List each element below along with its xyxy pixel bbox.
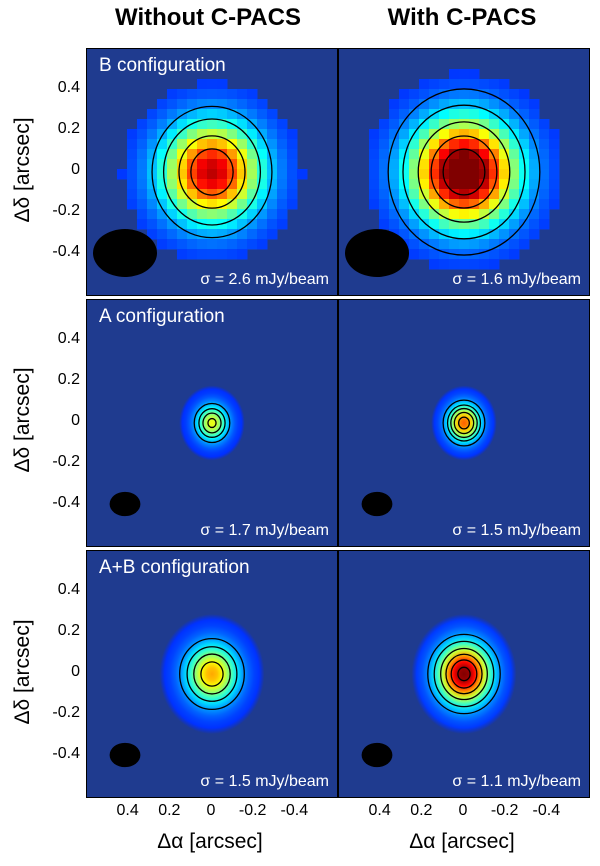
y-tick-label: 0.4	[57, 581, 80, 598]
column-title-without-cpacs: Without C-PACS	[115, 4, 301, 31]
contour-line	[453, 411, 475, 435]
panel-r2-c2: σ = 1.5 mJy/beam	[338, 299, 590, 547]
contour-line	[193, 653, 231, 695]
noise-sigma-label: σ = 2.6 mJy/beam	[200, 271, 329, 288]
panel-r1-c2: σ = 1.6 mJy/beam	[338, 48, 590, 296]
contour-line	[457, 666, 471, 682]
noise-sigma-label: σ = 1.6 mJy/beam	[452, 271, 581, 288]
y-tick-label: 0	[71, 412, 80, 429]
y-tick-label: -0.4	[52, 494, 80, 511]
heatmap-image	[339, 551, 589, 797]
contour-line	[178, 135, 246, 209]
contour-line	[151, 105, 273, 239]
heatmap-image	[87, 49, 337, 295]
x-tick-label: -0.4	[532, 802, 561, 819]
x-tick-label: 0.4	[368, 802, 391, 819]
contour-line	[433, 640, 495, 708]
y-tick-label: 0.4	[57, 79, 80, 96]
heatmap-image	[87, 300, 337, 546]
contour-line	[417, 121, 511, 223]
x-tick-label: 0.2	[410, 802, 433, 819]
contour-line	[445, 653, 483, 695]
column-title-with-cpacs: With C-PACS	[387, 4, 537, 31]
noise-sigma-label: σ = 1.5 mJy/beam	[452, 522, 581, 539]
noise-sigma-label: σ = 1.1 mJy/beam	[452, 773, 581, 790]
x-tick-label: 0	[458, 802, 468, 819]
contour-line	[162, 118, 262, 226]
contour-line	[442, 399, 486, 447]
y-tick-label: 0	[71, 161, 80, 178]
contour-line	[430, 135, 498, 209]
contour-line	[186, 646, 238, 702]
y-tick-label: 0.4	[57, 330, 80, 347]
heatmap-image	[87, 551, 337, 797]
x-tick-label: 0	[206, 802, 216, 819]
contour-line	[200, 661, 224, 687]
y-tick-label: -0.2	[52, 704, 80, 721]
source-emission	[179, 385, 245, 461]
contour-line	[179, 637, 245, 711]
beam-ellipse	[345, 229, 409, 277]
heatmap-image	[339, 300, 589, 546]
contour-line	[427, 633, 501, 715]
contour-line	[442, 148, 486, 196]
noise-sigma-label: σ = 1.5 mJy/beam	[200, 773, 329, 790]
contour-line	[190, 148, 234, 196]
source-emission	[159, 614, 265, 734]
contour-line	[457, 416, 471, 430]
x-tick-label: 0.2	[158, 802, 181, 819]
y-tick-label: -0.4	[52, 243, 80, 260]
configuration-label: B configuration	[99, 55, 226, 76]
contour-line	[198, 408, 226, 438]
configuration-label: A configuration	[99, 306, 225, 327]
contour-line	[193, 402, 231, 444]
beam-ellipse	[93, 229, 157, 277]
y-tick-label: 0.2	[57, 622, 80, 639]
contour-line	[440, 647, 488, 701]
contour-line	[446, 404, 482, 442]
contour-line	[450, 407, 478, 439]
contour-line	[387, 88, 541, 256]
x-tick-label: -0.4	[280, 802, 309, 819]
configuration-label: A+B configuration	[99, 557, 250, 578]
source-emission	[431, 385, 497, 461]
x-tick-label: -0.2	[490, 802, 519, 819]
y-tick-label: 0	[71, 663, 80, 680]
beam-ellipse	[109, 742, 141, 768]
panel-r3-c1: A+B configuration σ = 1.5 mJy/beam	[86, 550, 338, 798]
y-tick-label: 0.2	[57, 120, 80, 137]
contour-line	[402, 104, 526, 240]
beam-ellipse	[109, 491, 141, 517]
x-axis-label-left: Δα [arcsec]	[157, 830, 263, 853]
noise-sigma-label: σ = 1.7 mJy/beam	[200, 522, 329, 539]
source-emission	[411, 614, 517, 734]
y-tick-label: -0.2	[52, 202, 80, 219]
contour-line	[450, 659, 478, 689]
x-axis-label-right: Δα [arcsec]	[409, 830, 515, 853]
y-tick-label: -0.4	[52, 745, 80, 762]
panel-r1-c1: B configuration σ = 2.6 mJy/beam	[86, 48, 338, 296]
contour-line	[207, 417, 217, 429]
panel-r2-c1: A configuration σ = 1.7 mJy/beam	[86, 299, 338, 547]
panel-r3-c2: σ = 1.1 mJy/beam	[338, 550, 590, 798]
x-tick-label: -0.2	[238, 802, 267, 819]
contour-line	[202, 412, 222, 434]
y-tick-label: -0.2	[52, 453, 80, 470]
beam-ellipse	[361, 491, 393, 517]
heatmap-image	[339, 49, 589, 295]
beam-ellipse	[361, 742, 393, 768]
y-tick-label: 0.2	[57, 371, 80, 388]
x-tick-label: 0.4	[116, 802, 139, 819]
